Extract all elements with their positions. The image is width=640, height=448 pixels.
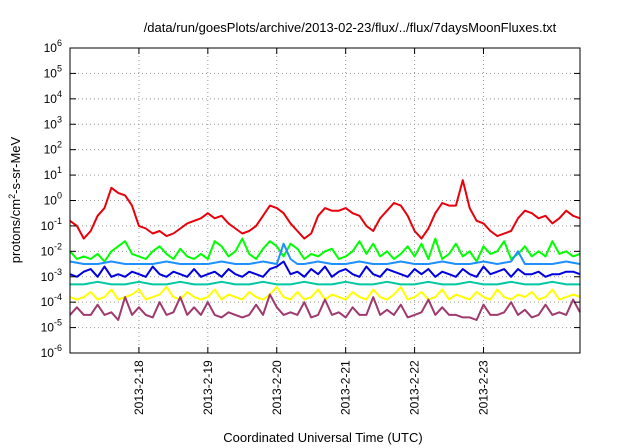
y-tick-exponent: 2	[57, 140, 62, 150]
x-tick-label: 2013-2-23	[477, 360, 491, 415]
y-tick-base: 10	[41, 346, 55, 360]
y-tick-base: 10	[44, 41, 58, 55]
series-line-1	[69, 179, 581, 240]
y-tick-label: 10-6	[41, 343, 62, 360]
plot-series	[69, 179, 581, 321]
axis-ticks: 10-610-510-410-310-210-11001011021031041…	[41, 38, 580, 415]
y-tick-base: 10	[41, 270, 55, 284]
y-tick-label: 105	[44, 63, 62, 80]
y-tick-exponent: 3	[57, 114, 62, 124]
y-axis-label: protons/cm2-s-sr-MeV	[7, 136, 23, 263]
x-axis-label: Coordinated Universal Time (UTC)	[223, 430, 422, 445]
y-tick-label: 100	[44, 191, 62, 208]
x-tick-label: 2013-2-22	[408, 360, 422, 415]
y-tick-base: 10	[44, 92, 58, 106]
y-tick-exponent: -3	[54, 267, 62, 277]
x-tick-label: 2013-2-19	[201, 360, 215, 415]
series-line-2	[69, 237, 581, 263]
series-line-3	[69, 260, 581, 278]
y-tick-base: 10	[41, 321, 55, 335]
y-tick-exponent: 5	[57, 63, 62, 73]
x-tick-label: 2013-2-18	[132, 360, 146, 415]
y-tick-exponent: 6	[57, 38, 62, 48]
y-tick-exponent: 0	[57, 191, 62, 201]
series-line-5	[70, 280, 580, 286]
y-tick-label: 104	[44, 89, 62, 106]
y-tick-label: 101	[44, 165, 62, 182]
series-line-4	[69, 242, 581, 265]
y-tick-base: 10	[41, 295, 55, 309]
y-tick-base: 10	[44, 143, 58, 157]
y-tick-label: 106	[44, 38, 62, 55]
y-tick-base: 10	[44, 194, 58, 208]
y-tick-base: 10	[44, 66, 58, 80]
y-tick-label: 10-1	[41, 216, 62, 233]
y-tick-exponent: -1	[54, 216, 62, 226]
y-tick-exponent: -5	[54, 318, 62, 328]
y-tick-label: 103	[44, 114, 62, 131]
series-line-6	[69, 285, 581, 301]
y-tick-exponent: 4	[57, 89, 62, 99]
y-tick-exponent: -4	[54, 292, 62, 302]
y-tick-base: 10	[44, 117, 58, 131]
y-tick-label: 102	[44, 140, 62, 157]
series-line-7	[69, 293, 581, 321]
x-tick-label: 2013-2-21	[339, 360, 353, 415]
y-tick-base: 10	[44, 168, 58, 182]
y-tick-label: 10-2	[41, 241, 62, 258]
y-tick-exponent: -6	[54, 343, 62, 353]
y-tick-label: 10-5	[41, 318, 62, 335]
x-tick-label: 2013-2-20	[270, 360, 284, 415]
y-tick-exponent: 1	[57, 165, 62, 175]
y-tick-label: 10-4	[41, 292, 62, 309]
y-tick-base: 10	[41, 244, 55, 258]
plot-grid	[70, 48, 580, 353]
y-tick-label: 10-3	[41, 267, 62, 284]
y-axis-label-base: protons/cm	[8, 199, 23, 263]
y-axis-label-exponent: 2	[7, 194, 17, 199]
y-axis-label-rest: -s-sr-MeV	[8, 136, 23, 193]
chart-title: /data/run/goesPlots/archive/2013-02-23/f…	[144, 20, 557, 35]
y-tick-base: 10	[41, 219, 55, 233]
y-tick-exponent: -2	[54, 241, 62, 251]
